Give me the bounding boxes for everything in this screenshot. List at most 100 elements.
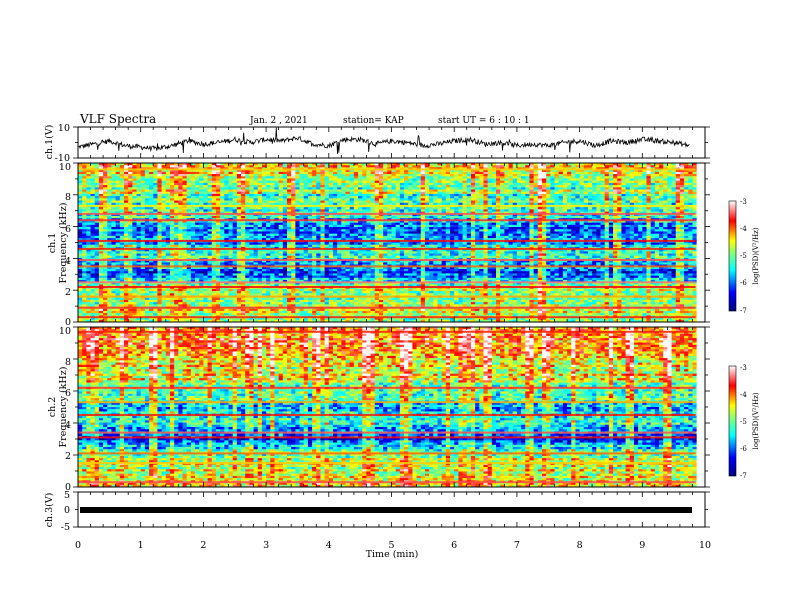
spectrogram-cell: [345, 191, 351, 195]
spectrogram-cell: [383, 180, 388, 184]
spectrogram-cell: [374, 185, 380, 188]
spectrogram-cell: [671, 176, 677, 179]
spectrogram-cell: [533, 163, 539, 166]
spectrogram-cell: [215, 176, 221, 179]
spectrogram-cell: [274, 165, 280, 168]
spectrogram-cell: [215, 171, 221, 175]
spectrogram-cell: [621, 182, 626, 186]
spectrogram-cell: [617, 189, 622, 193]
spectrogram-cell: [119, 169, 125, 173]
spectrogram-cell: [178, 171, 183, 175]
spectrogram-cell: [253, 174, 259, 177]
spectrogram-cell: [86, 185, 91, 188]
spectrogram-cell: [253, 180, 259, 184]
spectrogram-cell: [583, 169, 589, 173]
spectrogram-cell: [199, 178, 204, 182]
spectrogram-cell: [203, 187, 208, 190]
spectrogram-cell: [470, 163, 476, 166]
spectrogram-cell: [571, 189, 576, 193]
spectrogram-cell: [500, 189, 505, 193]
spectrogram-cell: [211, 191, 217, 195]
spectrogram-cell: [307, 178, 313, 182]
spectrogram-cell: [587, 174, 593, 177]
spectrogram-cell: [521, 191, 526, 195]
spectrogram-cell: [291, 182, 296, 186]
spectrogram-cell: [241, 169, 246, 173]
spectrogram-cell: [487, 187, 493, 190]
spectrogram-cell: [199, 189, 204, 193]
spectrogram-cell: [567, 191, 572, 195]
spectrogram-cell: [144, 178, 150, 182]
spectrogram-cell: [149, 182, 154, 186]
spectrogram-cell: [583, 187, 589, 190]
spectrogram-cell: [458, 193, 463, 197]
spectrogram-cell: [575, 174, 580, 177]
spectrogram-cell: [541, 187, 547, 190]
spectrogram-cell: [220, 163, 225, 166]
spectrogram-cell: [378, 174, 384, 177]
spectrogram-cell: [429, 180, 434, 184]
spectrogram-cell: [533, 169, 539, 173]
spectrogram-cell: [679, 189, 685, 193]
spectrogram-cell: [349, 178, 355, 182]
ch1-spectrogram-panel: 0 2 4 6 8 10 ch.1Frequency (kHz) -3 -4 -…: [47, 162, 760, 328]
spectrogram-cell: [629, 174, 635, 177]
spectrogram-cell: [671, 163, 677, 166]
spectrogram-cell: [508, 165, 514, 168]
spectrogram-cell: [203, 176, 208, 179]
spectrogram-cell: [554, 178, 560, 182]
spectrogram-cell: [579, 189, 585, 193]
spectrogram-cell: [642, 191, 647, 195]
spectrogram-cell: [178, 187, 183, 190]
spectrogram-cell: [470, 180, 476, 184]
spectrogram-cell: [111, 176, 117, 179]
spectrogram-cell: [366, 185, 371, 188]
spectrogram-cell: [261, 193, 267, 197]
spectrogram-cell: [688, 189, 693, 193]
spectrogram-cell: [512, 171, 518, 175]
spectrogram-cell: [353, 165, 359, 168]
spectrogram-cell: [291, 189, 296, 193]
spectrogram-cell: [291, 165, 296, 168]
spectrogram-cell: [521, 182, 526, 186]
spectrogram-cell: [78, 178, 83, 182]
spectrogram-cell: [366, 176, 371, 179]
spectrogram-cell: [554, 174, 560, 177]
spectrogram-cell: [650, 191, 656, 195]
spectrogram-cell: [642, 174, 647, 177]
spectrogram-cell: [378, 178, 384, 182]
spectrogram-cell: [608, 174, 614, 177]
spectrogram-cell: [132, 193, 137, 197]
spectrogram-cell: [86, 163, 91, 166]
spectrogram-cell: [228, 191, 234, 195]
spectrogram-cell: [491, 193, 497, 197]
spectrogram-cell: [596, 189, 601, 193]
spectrogram-cell: [136, 176, 142, 179]
spectrogram-cell: [123, 176, 129, 179]
spectrogram-cell: [161, 193, 167, 197]
spectrogram-cell: [696, 185, 702, 188]
spectrogram-cell: [592, 171, 597, 175]
spectrogram-cell: [207, 180, 213, 184]
spectrogram-cell: [571, 187, 576, 190]
spectrogram-cell: [103, 174, 108, 177]
spectrogram-cell: [642, 178, 647, 182]
spectrogram-cell: [115, 163, 121, 166]
spectrogram-cell: [496, 191, 501, 195]
spectrogram-cell: [245, 163, 250, 166]
spectrogram-cell: [642, 180, 647, 184]
spectrogram-cell: [483, 174, 489, 177]
spectrogram-cell: [412, 180, 417, 184]
spectrogram-cell: [153, 165, 158, 168]
spectrogram-cell: [115, 169, 121, 173]
spectrogram-cell: [450, 178, 455, 182]
spectrogram-cell: [621, 178, 626, 182]
spectrogram-cell: [596, 193, 601, 197]
spectrogram-cell: [278, 191, 284, 195]
spectrogram-cell: [303, 180, 309, 184]
spectrogram-cell: [157, 185, 162, 188]
spectrogram-cell: [157, 187, 162, 190]
spectrogram-cell: [328, 163, 334, 166]
spectrogram-cell: [253, 171, 259, 175]
spectrogram-cell: [349, 185, 355, 188]
